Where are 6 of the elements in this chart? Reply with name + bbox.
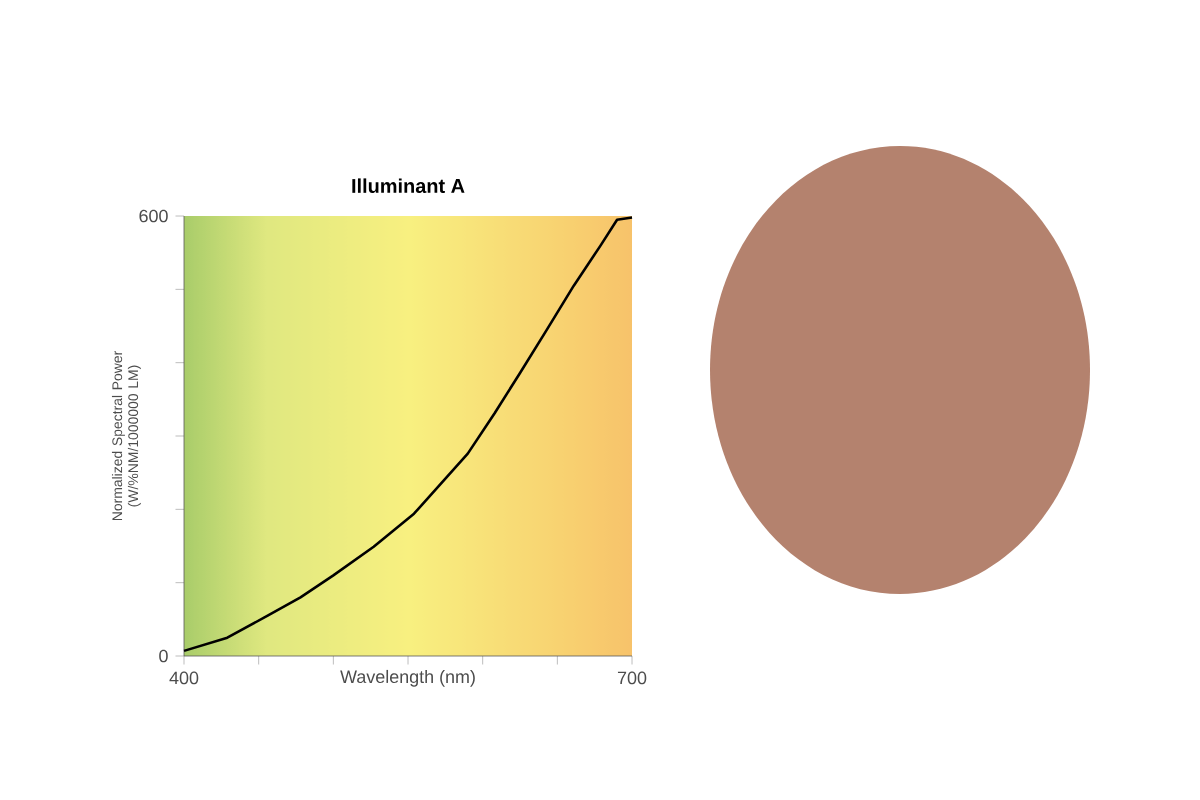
chart-title: Illuminant A bbox=[352, 178, 465, 194]
y-tick-label: 600 bbox=[139, 209, 168, 223]
x-axis-title: Wavelength (nm) bbox=[340, 669, 475, 687]
y-tick-label: 0 bbox=[159, 649, 168, 663]
x-tick-label: 700 bbox=[617, 671, 647, 685]
x-tick-label: 400 bbox=[169, 671, 199, 685]
